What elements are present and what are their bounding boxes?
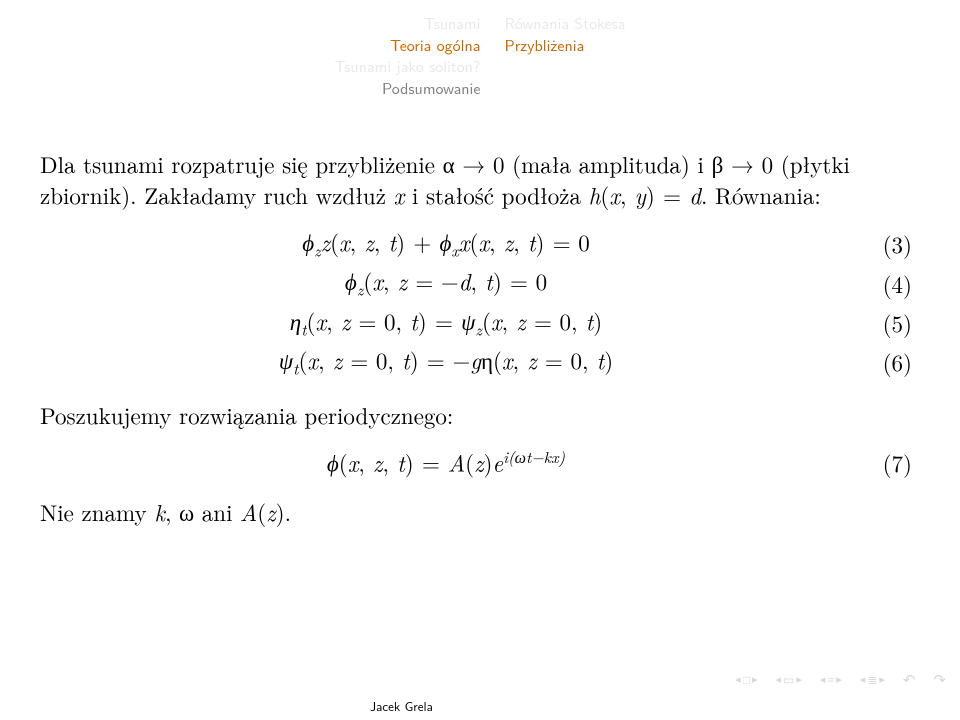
math-omega: ω <box>179 495 194 528</box>
nav-prev-frame-icon[interactable]: ◂▭▸ <box>775 671 801 688</box>
equation-tag: (6) <box>852 346 912 377</box>
equation-expr: ϕz(x, z = −d, t) = 0 <box>40 265 852 300</box>
math-k: k <box>154 495 165 528</box>
nav-subsection-active[interactable]: Przybliżenia <box>504 34 625 56</box>
equation-expr: ψt(x, z = 0, t) = −gη(x, z = 0, t) <box>40 344 852 379</box>
equation-block-7: ϕ(x, z, t) = A(z)ei(ωt−kx) (7) <box>40 444 912 480</box>
header-right-col: Równania Stokesa Przybliżenia <box>504 12 625 98</box>
text: (mała amplituda) i <box>505 147 712 180</box>
slide-header: Tsunami Teoria ogólna Tsunami jako solit… <box>0 0 960 98</box>
paragraph-1: Dla tsunami rozpatruje się przybliżenie … <box>40 148 912 210</box>
nav-section-active[interactable]: Teoria ogólna <box>335 34 481 56</box>
footer-author: Jacek Grela <box>370 697 433 716</box>
equation-row: ϕz(x, z = −d, t) = 0 (4) <box>40 263 912 302</box>
nav-section[interactable]: Tsunami jako soliton? <box>335 55 481 77</box>
equation-expr: ϕ(x, z, t) = A(z)ei(ωt−kx) <box>40 446 852 478</box>
math-x: x <box>394 178 405 211</box>
equation-row: ϕ(x, z, t) = A(z)ei(ωt−kx) (7) <box>40 444 912 480</box>
paragraph-3: Nie znamy k, ω ani A(z). <box>40 496 912 527</box>
slide-content: Dla tsunami rozpatruje się przybliżenie … <box>40 148 912 537</box>
nav-prev-section-icon[interactable]: ◂≡▸ <box>820 671 842 688</box>
nav-section[interactable]: Tsunami <box>335 12 481 34</box>
equation-expr: ϕzz(x, z, t) + ϕxx(x, z, t) = 0 <box>40 226 852 261</box>
equation-tag: (3) <box>852 228 912 259</box>
nav-back-icon[interactable]: ↶ <box>903 669 916 690</box>
math-h: h(x, y) = d <box>589 178 701 211</box>
nav-forward-icon[interactable]: ↷ <box>933 669 946 690</box>
equation-expr: ηt(x, z = 0, t) = ψz(x, z = 0, t) <box>40 305 852 340</box>
nav-prev-slide-icon[interactable]: ◂□▸ <box>735 671 757 688</box>
text: ani <box>194 495 240 528</box>
text: . Równania: <box>701 178 821 211</box>
math-Az: A(z) <box>240 495 284 528</box>
equation-row: ϕzz(x, z, t) + ϕxx(x, z, t) = 0 (3) <box>40 224 912 263</box>
math-beta-limit: β → 0 <box>712 147 774 180</box>
beamer-nav-icons: ◂□▸ ◂▭▸ ◂≡▸ ◂≣▸ ↶ ↷ <box>735 669 946 690</box>
paragraph-2: Poszukujemy rozwiązania periodycznego: <box>40 399 912 430</box>
text: Dla tsunami rozpatruje się przybliżenie <box>40 147 443 180</box>
equation-row: ψt(x, z = 0, t) = −gη(x, z = 0, t) (6) <box>40 342 912 381</box>
text: , <box>165 495 179 528</box>
nav-subsection[interactable]: Równania Stokesa <box>504 12 625 34</box>
equation-tag: (4) <box>852 268 912 299</box>
nav-prev-subsection-icon[interactable]: ◂≣▸ <box>860 671 885 688</box>
header-left-col: Tsunami Teoria ogólna Tsunami jako solit… <box>335 12 481 98</box>
nav-section[interactable]: Podsumowanie <box>335 77 481 99</box>
text: i stałość podłoża <box>404 178 588 211</box>
equation-tag: (7) <box>852 447 912 478</box>
slide-footer: Jacek Grela <box>0 692 960 720</box>
equation-tag: (5) <box>852 307 912 338</box>
equation-row: ηt(x, z = 0, t) = ψz(x, z = 0, t) (5) <box>40 303 912 342</box>
text: Nie znamy <box>40 495 154 528</box>
text: . <box>285 495 291 528</box>
math-alpha-limit: α → 0 <box>443 147 505 180</box>
equation-block: ϕzz(x, z, t) + ϕxx(x, z, t) = 0 (3) ϕz(x… <box>40 224 912 381</box>
